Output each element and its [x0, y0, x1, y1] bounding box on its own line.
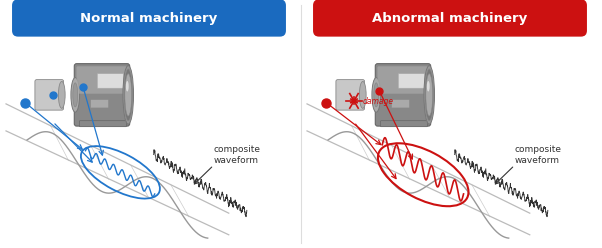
FancyBboxPatch shape [399, 74, 424, 88]
Text: damage: damage [362, 97, 394, 106]
Ellipse shape [123, 65, 134, 124]
Ellipse shape [124, 69, 132, 121]
FancyBboxPatch shape [98, 74, 123, 88]
Ellipse shape [58, 81, 65, 108]
Ellipse shape [425, 69, 433, 121]
Text: composite
waveform: composite waveform [515, 145, 562, 165]
FancyBboxPatch shape [12, 0, 286, 37]
Ellipse shape [426, 74, 433, 116]
FancyBboxPatch shape [377, 66, 429, 94]
FancyBboxPatch shape [90, 99, 108, 108]
Text: Normal machinery: Normal machinery [81, 11, 217, 25]
Ellipse shape [125, 74, 132, 116]
FancyBboxPatch shape [336, 80, 365, 110]
FancyBboxPatch shape [74, 64, 129, 126]
FancyBboxPatch shape [375, 64, 430, 126]
Ellipse shape [374, 83, 379, 107]
FancyBboxPatch shape [391, 99, 409, 108]
Text: Abnormal machinery: Abnormal machinery [373, 11, 527, 25]
FancyBboxPatch shape [35, 80, 64, 110]
Ellipse shape [126, 81, 129, 92]
Text: composite
waveform: composite waveform [214, 145, 261, 165]
Ellipse shape [359, 81, 366, 108]
FancyBboxPatch shape [76, 66, 128, 94]
Ellipse shape [424, 65, 435, 124]
FancyBboxPatch shape [79, 121, 126, 127]
Ellipse shape [372, 78, 380, 112]
FancyBboxPatch shape [380, 121, 427, 127]
Ellipse shape [73, 83, 78, 107]
Ellipse shape [427, 81, 430, 92]
FancyBboxPatch shape [313, 0, 587, 37]
Ellipse shape [71, 78, 79, 112]
